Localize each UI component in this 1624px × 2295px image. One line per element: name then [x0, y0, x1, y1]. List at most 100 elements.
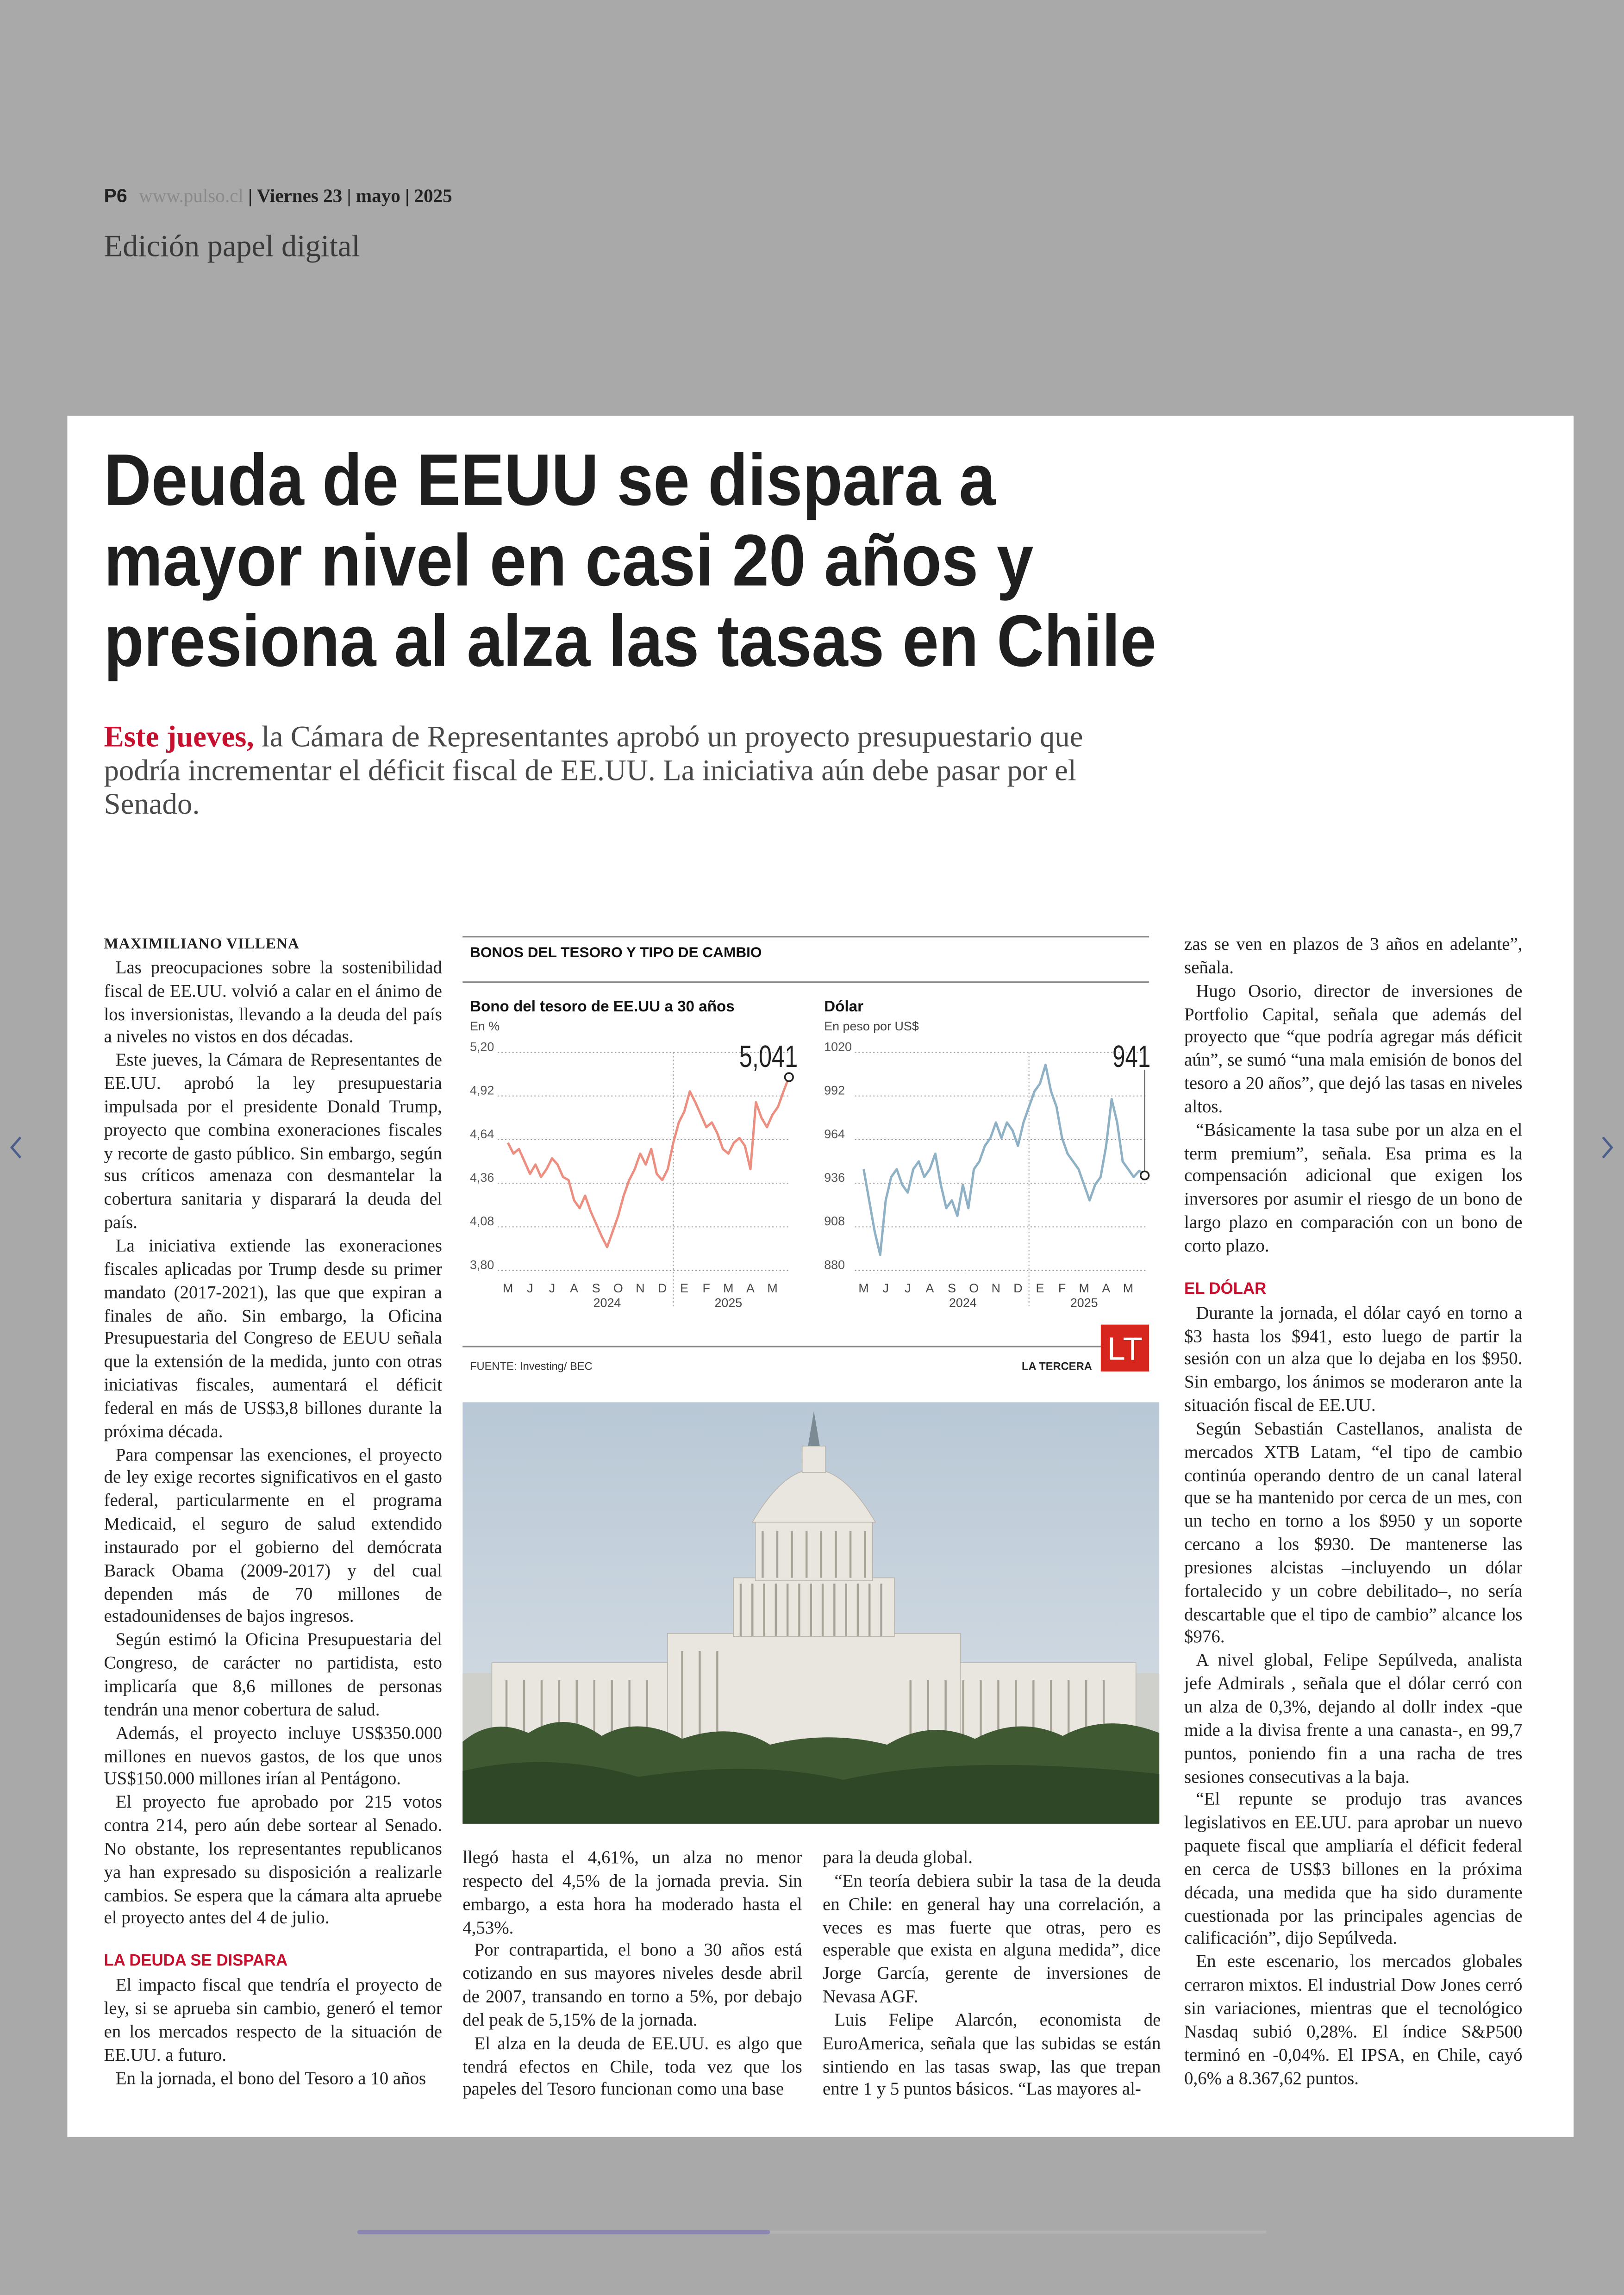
paragraph: El proyecto fue aprobado por 215 votos c… — [104, 1791, 442, 1928]
prev-page[interactable] — [10, 1136, 22, 1159]
site-url: www.pulso.cl — [139, 184, 244, 206]
lead: Este jueves, la Cámara de Representantes… — [104, 722, 1114, 823]
column: para la deuda global. “En teoría debiera … — [823, 1847, 1161, 2102]
x-tick-label: D — [1013, 1281, 1022, 1295]
byline: MAXIMILIANO VILLENA — [104, 936, 300, 953]
y-tick-label: 1020 — [824, 1040, 852, 1054]
x-tick-label: S — [948, 1281, 956, 1295]
paragraph: El alza en la deuda de EE.UU. es algo qu… — [462, 2033, 802, 2100]
paragraph: La iniciativa extiende las exoneraciones… — [104, 1235, 442, 1441]
next-page[interactable] — [1602, 1136, 1613, 1159]
x-tick-label: M — [1079, 1281, 1089, 1295]
y-tick-label: 936 — [824, 1171, 845, 1185]
y-tick-label: 4,64 — [470, 1127, 494, 1141]
y-tick-label: 908 — [824, 1214, 845, 1228]
progress — [357, 2230, 1267, 2234]
x-tick-label: E — [680, 1281, 688, 1295]
x-tick-label: A — [746, 1281, 755, 1295]
headline-line: mayor nivel en casi 20 años y — [104, 519, 1034, 601]
y-tick-label: 3,80 — [470, 1258, 494, 1272]
paragraph: “El repunte se produjo tras avances legi… — [1184, 1789, 1523, 1949]
logo-box — [1100, 1324, 1149, 1372]
month: mayo — [356, 184, 400, 206]
y-tick-label: 4,08 — [470, 1214, 494, 1228]
end-value-label: 941 — [1112, 1040, 1150, 1074]
paragraph: En la jornada, el bono del Tesoro a 10 a… — [115, 2067, 426, 2088]
paragraph: El impacto fiscal que tendría el proyect… — [104, 1974, 442, 2065]
x-tick-label: F — [1058, 1281, 1066, 1295]
end-value-label: 5,041 — [739, 1040, 798, 1074]
lead-text: la Cámara de Representantes aprobó un pr… — [104, 721, 1083, 821]
x-tick-label: M — [767, 1281, 777, 1295]
page-number: P6 — [104, 184, 127, 206]
headline-line: presiona al alza las tasas en Chile — [104, 600, 1156, 682]
paragraph: Las preocupaciones sobre la sostenibilid… — [104, 957, 442, 1048]
source: FUENTE: Investing/ BEC — [470, 1361, 593, 1373]
page-header: P6 www.pulso.cl | Viernes 23 | mayo | 202… — [104, 184, 452, 206]
series-line — [506, 1077, 790, 1248]
paragraph: llegó hasta el 4,61%, un alza no menor r… — [462, 1847, 802, 1938]
x-tick-label: F — [703, 1281, 710, 1295]
x-tick-label: O — [969, 1281, 979, 1295]
x-tick-label: D — [658, 1281, 667, 1295]
year: 2025 — [414, 184, 452, 206]
infographic: BONOS DEL TESORO Y TIPO DE CAMBIO FUENTE… — [462, 936, 1150, 1373]
paragraph: A nivel global, Felipe Sepúlveda, analis… — [1184, 1650, 1523, 1787]
year-label: 2024 — [949, 1296, 977, 1310]
year-label: 2025 — [1070, 1296, 1098, 1310]
x-tick-label: A — [1102, 1281, 1110, 1295]
nav — [10, 1136, 1613, 1159]
weekday: Viernes 23 — [256, 184, 343, 206]
y-tick-label: 992 — [824, 1084, 845, 1098]
year-label: 2025 — [714, 1296, 742, 1310]
logo: LT — [1107, 1330, 1143, 1366]
paragraph: Para compensar las exenciones, el proyec… — [104, 1444, 442, 1627]
paragraph: Según Sebastián Castellanos, analista de… — [1184, 1418, 1523, 1647]
series-line — [862, 1063, 1146, 1256]
edition-label: Edición papel digital — [104, 228, 360, 264]
paragraph: En este escenario, los mercados globales… — [1184, 1951, 1523, 2088]
x-tick-label: M — [723, 1281, 733, 1295]
column: llegó hasta el 4,61%, un alza no menor r… — [462, 1847, 802, 2102]
x-tick-label: J — [882, 1281, 888, 1295]
end-marker — [784, 1072, 794, 1082]
y-tick-label: 5,20 — [470, 1040, 494, 1054]
column: zas se ven en plazos de 3 años en adelan… — [1184, 934, 1522, 2090]
progress-fill — [357, 2230, 770, 2234]
end-marker — [1140, 1170, 1150, 1180]
x-tick-label: J — [527, 1281, 533, 1295]
paragraph: “Básicamente la tasa sube por un alza en… — [1184, 1119, 1523, 1256]
chart-subtitle: En % — [470, 1019, 500, 1033]
x-tick-label: A — [925, 1281, 934, 1295]
paragraph: Durante la jornada, el dólar cayó en tor… — [1184, 1302, 1523, 1416]
y-tick-label: 964 — [824, 1127, 845, 1141]
paragraph: Este jueves, la Cámara de Representantes… — [104, 1049, 442, 1233]
x-tick-label: O — [613, 1281, 623, 1295]
year-label: 2024 — [593, 1296, 621, 1310]
x-tick-label: M — [503, 1281, 513, 1295]
page-card — [67, 416, 1574, 2137]
chart-title: Dólar — [824, 998, 863, 1015]
y-tick-label: 880 — [824, 1258, 845, 1272]
x-tick-label: J — [549, 1281, 555, 1295]
x-tick-label: N — [992, 1281, 1000, 1295]
x-tick-label: J — [905, 1281, 911, 1295]
x-tick-label: M — [858, 1281, 868, 1295]
x-tick-label: A — [570, 1281, 578, 1295]
subhead: EL DÓLAR — [1184, 1280, 1267, 1298]
subhead: LA DEUDA SE DISPARA — [104, 1952, 288, 1971]
x-tick-label: N — [636, 1281, 644, 1295]
y-tick-label: 4,36 — [470, 1171, 494, 1185]
lead-highlight: Este jueves, — [104, 721, 254, 754]
x-tick-label: M — [1123, 1281, 1133, 1295]
progress-track[interactable] — [357, 2230, 1267, 2234]
infographic-title: BONOS DEL TESORO Y TIPO DE CAMBIO — [470, 944, 762, 960]
paragraph: Hugo Osorio, director de inversiones de … — [1184, 980, 1523, 1117]
column: MAXIMILIANO VILLENA Las preocupaciones so… — [104, 934, 442, 2090]
headline-line: Deuda de EEUU se dispara a — [104, 439, 996, 521]
capitol-photo — [462, 1402, 1160, 1824]
paragraph: Por contrapartida, el bono a 30 años est… — [462, 1940, 802, 2030]
chart-title: Bono del tesoro de EE.UU a 30 años — [470, 998, 735, 1015]
